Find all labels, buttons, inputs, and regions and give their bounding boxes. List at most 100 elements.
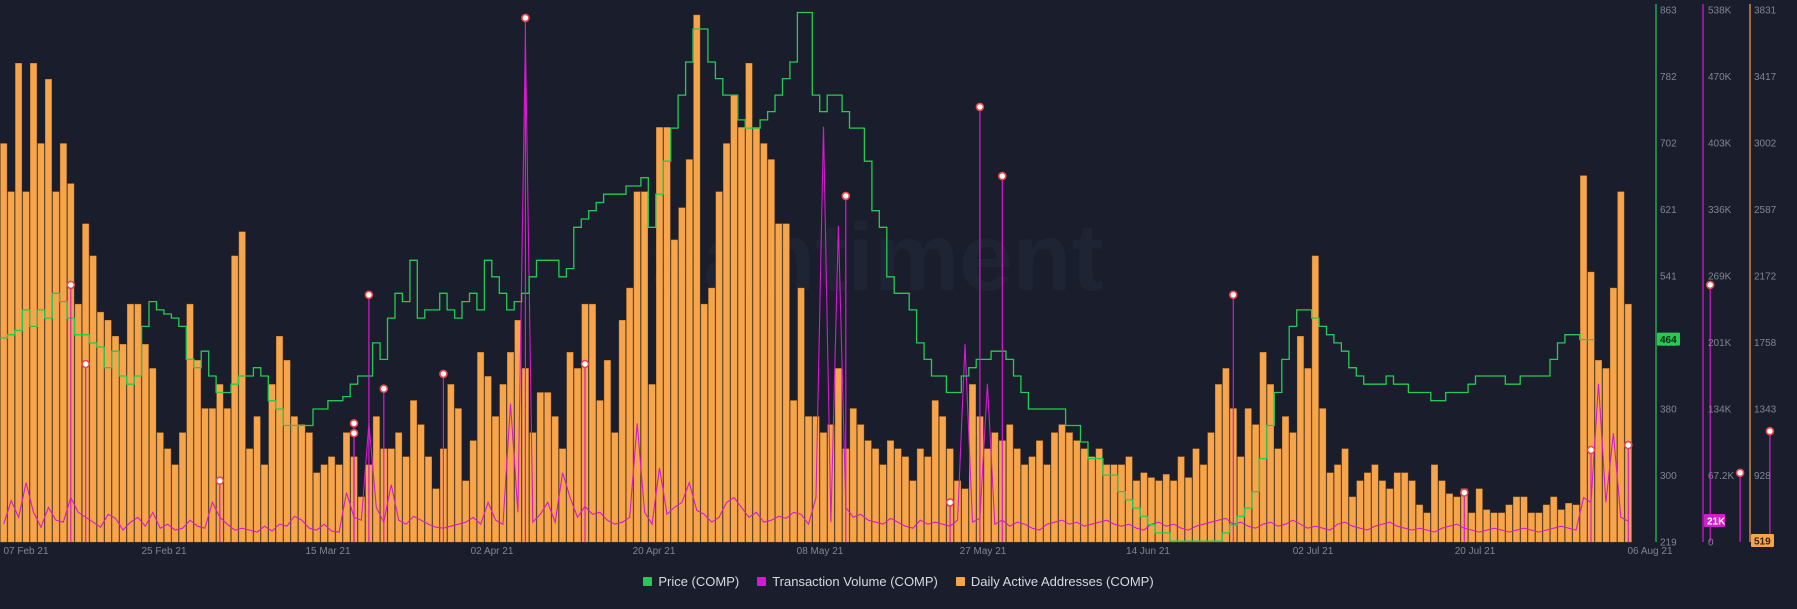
- daa-bar: [126, 303, 134, 543]
- daa-bar: [328, 456, 336, 543]
- daa-bar: [820, 432, 827, 543]
- daa-bar: [544, 392, 552, 543]
- daa-bar: [1065, 432, 1073, 543]
- x-tick-label: 15 Mar 21: [305, 546, 350, 557]
- daa-bar: [1513, 496, 1520, 543]
- daa-bar: [872, 448, 880, 543]
- daa-bar: [231, 255, 239, 543]
- daa-bar: [410, 400, 418, 543]
- daa-bars: [0, 14, 1632, 543]
- daa-bar: [298, 424, 306, 543]
- daa-bar: [1617, 191, 1625, 543]
- price-tick-label: 300: [1660, 471, 1677, 482]
- volume-marker: [215, 476, 225, 486]
- daa-bar: [447, 384, 455, 543]
- volume-tick-label: 470K: [1708, 72, 1732, 83]
- daa-bar: [566, 352, 574, 543]
- price-tick-label: 621: [1660, 205, 1677, 216]
- volume-tick-label: 538K: [1708, 6, 1732, 17]
- volume-marker: [81, 359, 90, 369]
- daa-bar: [119, 344, 127, 543]
- daa-bar: [1386, 488, 1394, 543]
- daa-tick-label: 1758: [1754, 338, 1777, 349]
- volume-marker: [997, 171, 1007, 181]
- daa-bar: [343, 432, 350, 543]
- daa-bar: [723, 143, 730, 543]
- daa-bar: [1602, 368, 1610, 543]
- daa-bar: [559, 448, 567, 543]
- daa-bar: [1356, 480, 1364, 543]
- daa-bar: [1192, 448, 1200, 543]
- x-tick-label: 25 Feb 21: [141, 546, 186, 557]
- daa-bar: [916, 448, 924, 543]
- volume-tick-label: 269K: [1708, 272, 1732, 283]
- daa-bar: [745, 63, 753, 543]
- daa-bar: [45, 78, 52, 543]
- daa-bar: [238, 231, 246, 543]
- daa-tick-label: 3417: [1754, 72, 1777, 83]
- daa-bar: [1468, 512, 1476, 543]
- daa-bar: [1185, 477, 1193, 543]
- daa-bar: [730, 95, 738, 543]
- daa-bar: [477, 352, 485, 543]
- daa-bar: [1043, 464, 1051, 543]
- daa-bar: [879, 464, 887, 543]
- daa-tick-label: 3831: [1754, 6, 1777, 17]
- volume-tick-label: 403K: [1708, 139, 1732, 150]
- daa-bar: [134, 303, 142, 543]
- volume-tick-label: 0: [1708, 538, 1714, 549]
- daa-bar: [1296, 336, 1304, 543]
- daa-bar: [30, 63, 37, 543]
- x-tick-label: 20 Apr 21: [633, 546, 676, 557]
- volume-marker: [364, 290, 374, 300]
- daa-bar: [648, 384, 656, 543]
- daa-bar: [1609, 287, 1617, 543]
- daa-bar: [1349, 496, 1356, 543]
- daa-bar: [335, 464, 343, 543]
- volume-marker: [1705, 280, 1715, 290]
- daa-bar: [432, 488, 440, 543]
- daa-bar: [492, 416, 499, 543]
- legend-item-price[interactable]: Price (COMP): [643, 574, 739, 589]
- daa-bar: [797, 287, 805, 543]
- daa-bar: [276, 336, 283, 543]
- legend-item-daa[interactable]: Daily Active Addresses (COMP): [955, 574, 1154, 589]
- daa-bar: [887, 440, 894, 543]
- daa-bar: [1535, 512, 1543, 543]
- daa-bar: [1237, 456, 1245, 543]
- daa-swatch: [955, 577, 965, 586]
- daa-bar: [708, 287, 716, 543]
- x-tick-label: 02 Apr 21: [471, 546, 514, 557]
- daa-bar: [1520, 496, 1528, 543]
- daa-bar: [1580, 175, 1587, 543]
- daa-bar: [1162, 474, 1170, 543]
- daa-bar: [1416, 504, 1424, 543]
- legend-item-volume[interactable]: Transaction Volume (COMP): [757, 574, 938, 589]
- legend: Price (COMP) Transaction Volume (COMP) D…: [0, 574, 1797, 589]
- volume-path: [3, 37, 1629, 533]
- daa-bar: [253, 416, 261, 543]
- daa-bar: [1155, 480, 1163, 543]
- daa-bar: [1036, 440, 1043, 543]
- daa-bar: [112, 336, 119, 543]
- daa-bar: [693, 14, 701, 543]
- daa-bar: [715, 191, 723, 543]
- price-tick-label: 541: [1660, 272, 1677, 283]
- daa-bar: [1565, 503, 1573, 543]
- daa-bar: [1542, 504, 1550, 543]
- daa-bar: [1505, 504, 1513, 543]
- volume-marker: [66, 280, 76, 290]
- volume-markers: [66, 13, 1775, 542]
- daa-bar: [641, 191, 649, 543]
- daa-current-badge: [1751, 534, 1774, 547]
- daa-bar: [700, 303, 708, 543]
- daa-bar: [283, 360, 291, 543]
- volume-marker: [1624, 440, 1633, 450]
- volume-tick-label: 67.2K: [1708, 471, 1734, 482]
- daa-bar: [551, 416, 559, 543]
- daa-bar: [611, 432, 619, 543]
- daa-bar: [1214, 384, 1222, 543]
- daa-bar: [790, 400, 798, 543]
- daa-bar: [738, 127, 745, 543]
- daa-bar: [156, 432, 164, 543]
